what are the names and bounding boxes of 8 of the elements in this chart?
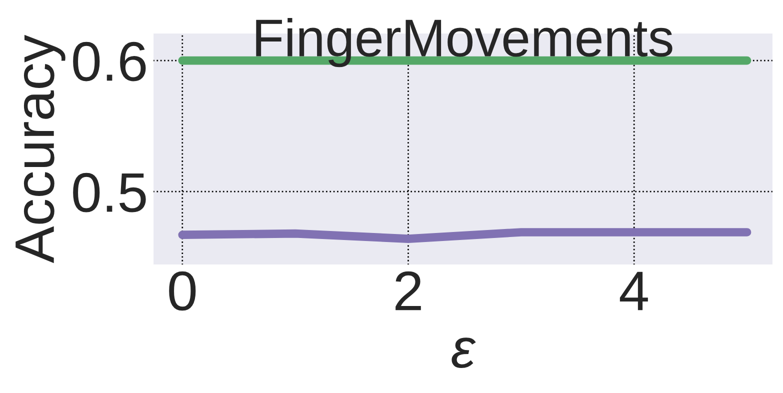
x-tick-label: 2 xyxy=(396,271,421,310)
x-tick-label: 4 xyxy=(620,272,648,310)
x-tick-label: 0 xyxy=(169,271,196,311)
x-axis-title: ε xyxy=(452,338,476,368)
y-axis-title: Accuracy xyxy=(16,34,66,264)
y-tick-label: 0.5 xyxy=(73,172,146,212)
y-tick-label: 0.6 xyxy=(73,42,146,82)
chart-title: FingerMovements xyxy=(256,18,672,68)
